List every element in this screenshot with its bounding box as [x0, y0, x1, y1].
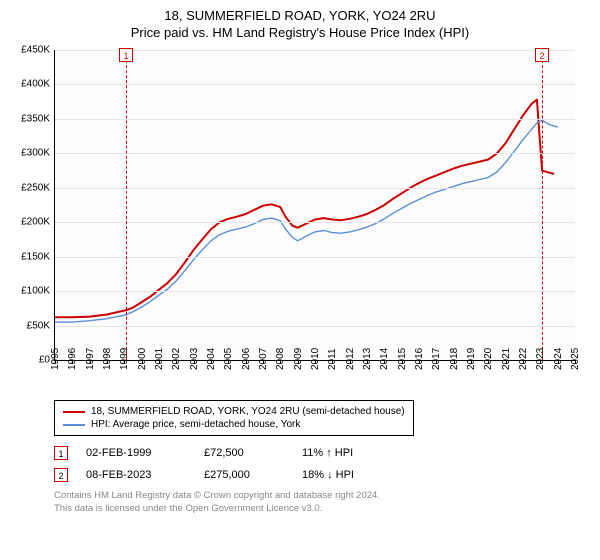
series-price_paid: [55, 100, 554, 318]
attribution: Contains HM Land Registry data © Crown c…: [54, 490, 574, 516]
legend-swatch: [63, 424, 85, 426]
attribution-line: This data is licensed under the Open Gov…: [54, 503, 574, 516]
legend-label: HPI: Average price, semi-detached house,…: [91, 419, 300, 430]
y-tick-label: £300K: [10, 148, 50, 159]
gridline: [55, 257, 575, 258]
sale-row: 2 08-FEB-2023 £275,000 18% ↓ HPI: [54, 468, 574, 482]
sale-marker-line: [126, 50, 127, 360]
y-tick-label: £100K: [10, 286, 50, 297]
chart-title: 18, SUMMERFIELD ROAD, YORK, YO24 2RU: [10, 8, 590, 23]
legend: 18, SUMMERFIELD ROAD, YORK, YO24 2RU (se…: [54, 400, 414, 436]
y-tick-label: £200K: [10, 217, 50, 228]
sale-row: 1 02-FEB-1999 £72,500 11% ↑ HPI: [54, 446, 574, 460]
legend-label: 18, SUMMERFIELD ROAD, YORK, YO24 2RU (se…: [91, 406, 405, 417]
sale-diff: 11% ↑ HPI: [302, 447, 402, 459]
attribution-line: Contains HM Land Registry data © Crown c…: [54, 490, 574, 503]
gridline: [55, 188, 575, 189]
line-layer: [55, 50, 575, 360]
y-tick-label: £250K: [10, 182, 50, 193]
plot-area: 12: [54, 50, 575, 361]
sale-price: £275,000: [204, 469, 284, 481]
sale-marker: 2: [535, 48, 549, 62]
gridline: [55, 291, 575, 292]
y-tick-label: £350K: [10, 113, 50, 124]
y-tick-label: £450K: [10, 45, 50, 56]
x-tick-label: 2025: [570, 348, 600, 370]
sales-table: 1 02-FEB-1999 £72,500 11% ↑ HPI 2 08-FEB-2023…: [54, 446, 574, 482]
y-tick-label: £150K: [10, 251, 50, 262]
gridline: [55, 119, 575, 120]
y-tick-label: £0: [10, 355, 50, 366]
chart: 12 £0£50K£100K£150K£200K£250K£300K£350K£…: [10, 46, 590, 396]
sale-diff: 18% ↓ HPI: [302, 469, 402, 481]
sale-row-marker: 1: [54, 446, 68, 460]
gridline: [55, 326, 575, 327]
y-tick-label: £400K: [10, 79, 50, 90]
legend-row: 18, SUMMERFIELD ROAD, YORK, YO24 2RU (se…: [63, 405, 405, 418]
gridline: [55, 84, 575, 85]
sale-date: 08-FEB-2023: [86, 469, 186, 481]
chart-subtitle: Price paid vs. HM Land Registry's House …: [10, 25, 590, 40]
gridline: [55, 153, 575, 154]
legend-swatch: [63, 411, 85, 413]
sale-price: £72,500: [204, 447, 284, 459]
legend-row: HPI: Average price, semi-detached house,…: [63, 418, 405, 431]
sale-marker-line: [542, 50, 543, 360]
sale-row-marker: 2: [54, 468, 68, 482]
sale-date: 02-FEB-1999: [86, 447, 186, 459]
gridline: [55, 222, 575, 223]
y-tick-label: £50K: [10, 320, 50, 331]
sale-marker: 1: [119, 48, 133, 62]
